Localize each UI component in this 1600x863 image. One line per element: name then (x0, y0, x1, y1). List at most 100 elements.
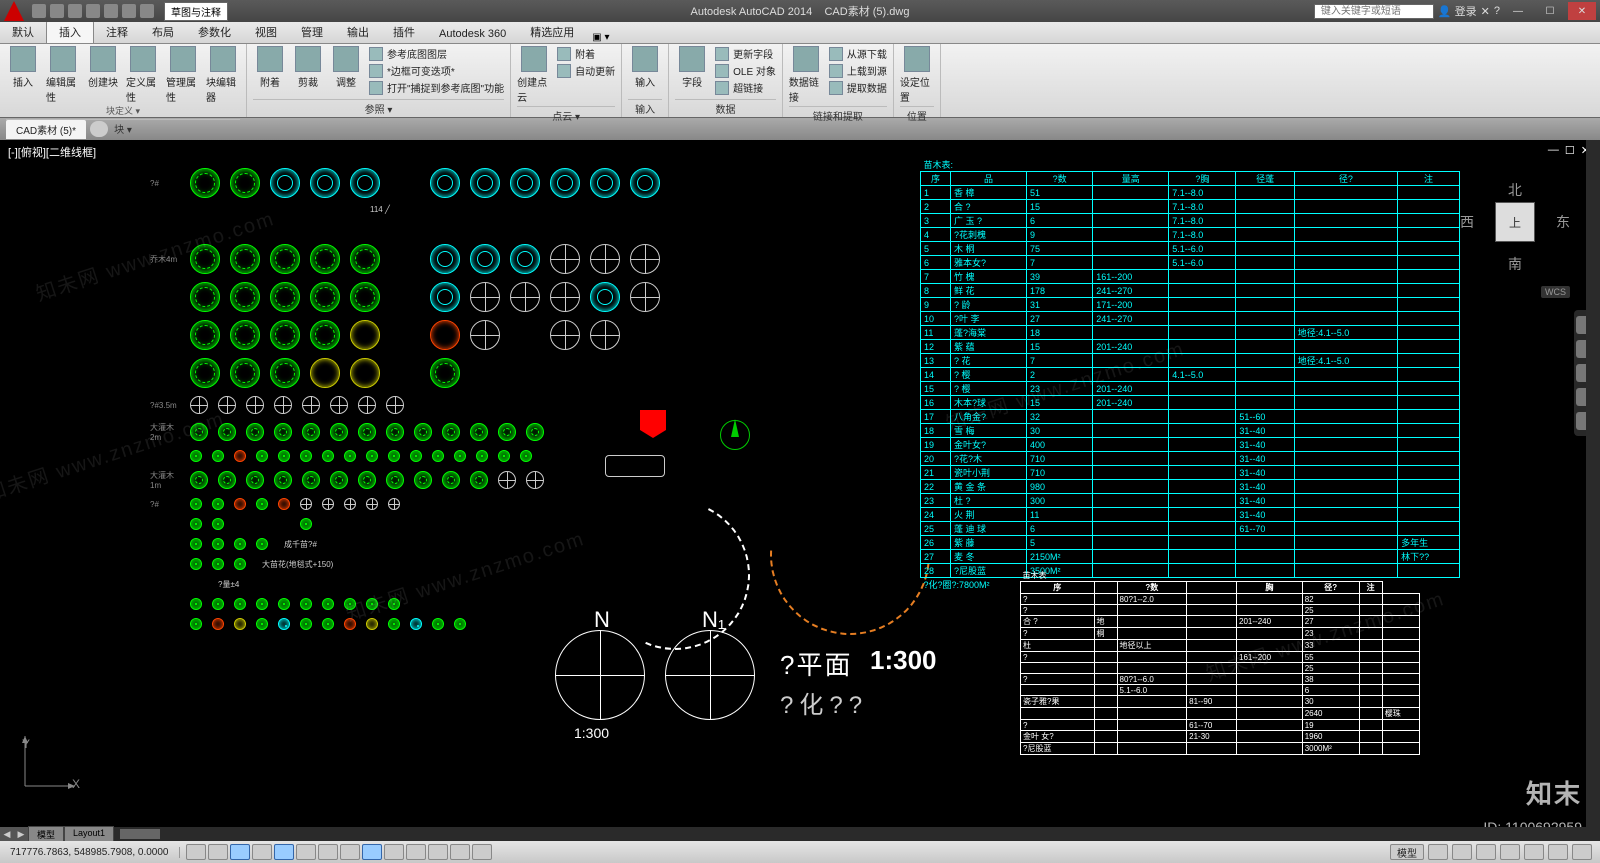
app-logo-icon[interactable] (4, 1, 24, 21)
qat-new-icon[interactable] (32, 4, 46, 18)
close-button[interactable]: ✕ (1568, 2, 1596, 20)
view-cube[interactable]: 北 西 东 上 南 WCS (1460, 168, 1570, 298)
hscroll-thumb[interactable] (120, 829, 160, 839)
vertical-scrollbar[interactable] (1586, 140, 1600, 841)
exchange-icon[interactable]: ✕ (1481, 5, 1490, 18)
ribbon-button[interactable]: 插入 (6, 46, 40, 89)
ribbon-tab[interactable]: 管理 (289, 21, 335, 43)
ribbon-button[interactable]: 创建块 (86, 46, 120, 89)
ribbon-tab[interactable]: Autodesk 360 (427, 25, 518, 43)
ribbon-button[interactable]: 字段 (675, 46, 709, 89)
status-3dosnap-button[interactable] (296, 844, 316, 860)
ribbon-tab[interactable]: 视图 (243, 21, 289, 43)
status-hardware-button[interactable] (1524, 844, 1544, 860)
status-am-button[interactable] (472, 844, 492, 860)
ribbon-button[interactable]: 块编辑器 (206, 46, 240, 104)
viewcube-wcs[interactable]: WCS (1541, 286, 1570, 298)
status-workspace-button[interactable] (1476, 844, 1496, 860)
ribbon-minimize-icon[interactable]: ▣ ▾ (592, 32, 609, 43)
qat-open-icon[interactable] (50, 4, 64, 18)
ribbon-small-button[interactable]: 参考底图图层 (369, 46, 504, 61)
ribbon-tab[interactable]: 输出 (335, 21, 381, 43)
maximize-button[interactable]: ☐ (1536, 2, 1564, 20)
viewport-minimize-icon[interactable]: — (1548, 144, 1559, 157)
qat-undo-icon[interactable] (122, 4, 136, 18)
panel-block-sub[interactable]: 块定义 ▾ (6, 104, 240, 117)
login-button[interactable]: 👤 登录 (1438, 3, 1477, 19)
ribbon-button[interactable]: 管理属性 (166, 46, 200, 104)
ribbon-small-button[interactable]: 更新字段 (715, 46, 776, 61)
ribbon-small-button[interactable]: 超链接 (715, 80, 776, 95)
ribbon-button[interactable]: 设定位置 (900, 46, 934, 104)
ribbon-button[interactable]: 剪裁 (291, 46, 325, 89)
ribbon-button[interactable]: 附着 (253, 46, 287, 89)
ribbon-tab[interactable]: 布局 (140, 21, 186, 43)
drawing-canvas[interactable]: [-][俯视][二维线框] — ☐ ✕ 北 西 东 上 南 WCS ?#114 … (0, 140, 1600, 841)
viewcube-north[interactable]: 北 (1460, 180, 1570, 200)
ribbon-small-button[interactable]: 上载到源 (829, 63, 887, 78)
qat-save-icon[interactable] (68, 4, 82, 18)
ribbon-small-button[interactable]: *边框可变迭项* (369, 63, 504, 78)
ribbon-small-button[interactable]: 提取数据 (829, 80, 887, 95)
new-tab-button[interactable] (90, 121, 108, 137)
viewport-label[interactable]: [-][俯视][二维线框] (8, 144, 96, 160)
ribbon-small-button[interactable]: 打开"捕捉到参考底图"功能 (369, 80, 504, 95)
ribbon-tab[interactable]: 默认 (0, 21, 46, 43)
status-isolate-button[interactable] (1548, 844, 1568, 860)
status-polar-button[interactable] (252, 844, 272, 860)
status-lwt-button[interactable] (384, 844, 404, 860)
status-sc-button[interactable] (450, 844, 470, 860)
status-annoscale-button[interactable] (1428, 844, 1448, 860)
plant-symbol (386, 396, 404, 414)
ribbon-tab[interactable]: 插入 (46, 20, 94, 43)
viewcube-face[interactable]: 上 (1495, 202, 1535, 242)
ribbon-button[interactable]: 定义属性 (126, 46, 160, 104)
status-osnap-button[interactable] (274, 844, 294, 860)
status-clean-button[interactable] (1572, 844, 1592, 860)
qat-plot-icon[interactable] (104, 4, 118, 18)
help-icon[interactable]: ? (1494, 5, 1500, 17)
qat-saveas-icon[interactable] (86, 4, 100, 18)
ribbon-small-button[interactable]: 自动更新 (557, 63, 615, 78)
status-grid-button[interactable] (208, 844, 228, 860)
ribbon-tab[interactable]: 精选应用 (518, 21, 586, 43)
status-qp-button[interactable] (428, 844, 448, 860)
coordinate-readout[interactable]: 717776.7863, 548985.7908, 0.0000 (0, 847, 180, 858)
help-search-input[interactable] (1314, 4, 1434, 19)
ribbon-button[interactable]: 创建点云 (517, 46, 551, 104)
ribbon-tab[interactable]: 注释 (94, 21, 140, 43)
viewport-restore-icon[interactable]: ☐ (1565, 144, 1575, 157)
panel-cloud-title[interactable]: 点云 ▾ (517, 106, 615, 124)
viewcube-south[interactable]: 南 (1460, 254, 1570, 274)
status-tpy-button[interactable] (406, 844, 426, 860)
status-ortho-button[interactable] (230, 844, 250, 860)
status-otrack-button[interactable] (318, 844, 338, 860)
ribbon-small-button[interactable]: 附着 (557, 46, 615, 61)
ribbon-tab[interactable]: 参数化 (186, 21, 243, 43)
status-dyn-button[interactable] (362, 844, 382, 860)
status-ducs-button[interactable] (340, 844, 360, 860)
tab-layout1[interactable]: Layout1 (64, 826, 114, 843)
minimize-button[interactable]: — (1504, 2, 1532, 20)
ribbon-tab[interactable]: 插件 (381, 21, 427, 43)
workspace-combo[interactable]: 草图与注释 (164, 2, 228, 21)
ribbon-small-button[interactable]: 从源下载 (829, 46, 887, 61)
status-annovisibility-button[interactable] (1452, 844, 1472, 860)
file-tab[interactable]: CAD素材 (5)* (6, 120, 86, 139)
viewcube-west[interactable]: 西 (1460, 212, 1474, 232)
layout-next-icon[interactable]: ▶ (14, 827, 28, 841)
ribbon-small-button[interactable]: OLE 对象 (715, 63, 776, 78)
status-snap-button[interactable] (186, 844, 206, 860)
viewcube-east[interactable]: 东 (1556, 212, 1570, 232)
layout-prev-icon[interactable]: ◀ (0, 827, 14, 841)
ribbon-button[interactable]: 数据链接 (789, 46, 823, 104)
panel-reference-title[interactable]: 参照 ▾ (253, 99, 504, 117)
status-lock-button[interactable] (1500, 844, 1520, 860)
ribbon-button[interactable]: 输入 (628, 46, 662, 89)
tab-model[interactable]: 模型 (28, 826, 64, 843)
plant-symbol (322, 618, 334, 630)
ribbon-button[interactable]: 调整 (329, 46, 363, 89)
qat-redo-icon[interactable] (140, 4, 154, 18)
ribbon-button[interactable]: 编辑属性 (46, 46, 80, 104)
status-model-button[interactable]: 模型 (1390, 844, 1424, 860)
